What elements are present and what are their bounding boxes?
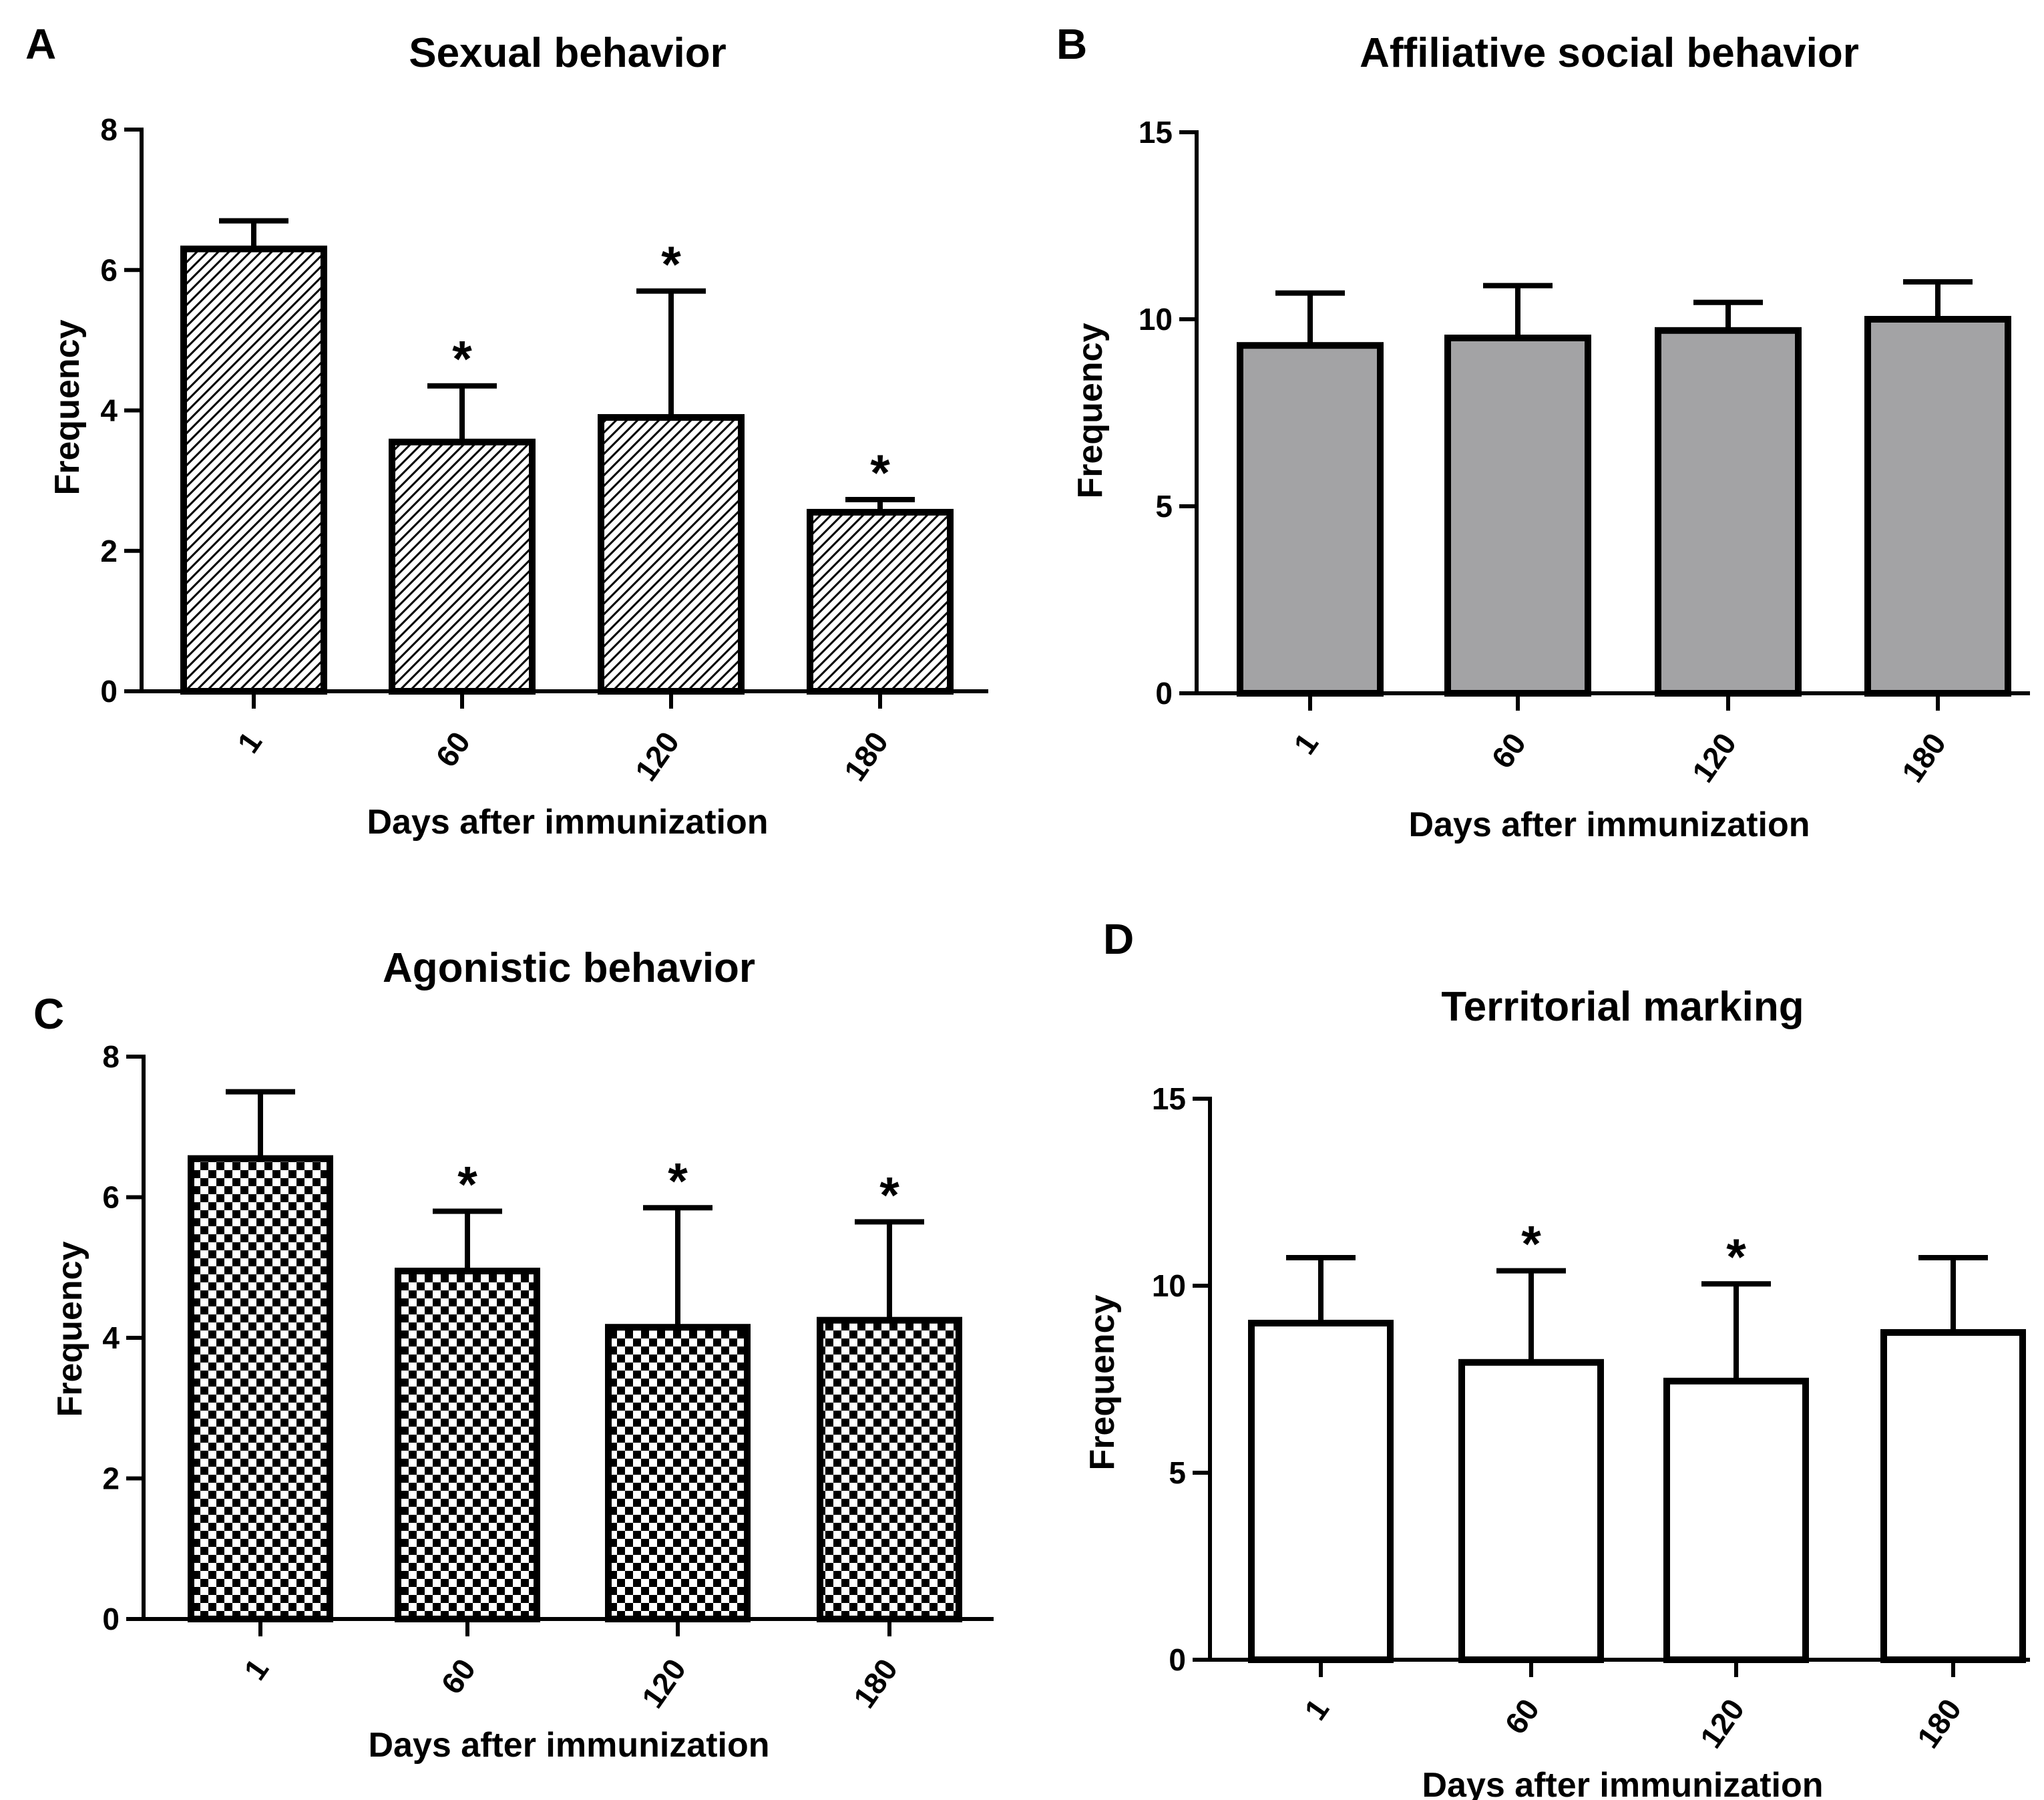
x-axis-label: Days after immunization (367, 803, 768, 842)
x-tick-label: 180 (1895, 727, 1953, 789)
y-axis-label: Frequency (1071, 323, 1110, 498)
y-tick-label: 0 (1169, 1642, 1186, 1677)
bar (1444, 335, 1591, 697)
bar (395, 1268, 540, 1622)
bar (1663, 1377, 1809, 1664)
significance-marker: * (457, 1157, 477, 1214)
plot-area: 0 5 10 15 1 60 120 180 (1139, 115, 2030, 789)
chart-title: Affiliative social behavior (1360, 30, 1859, 76)
y-tick-label: 5 (1155, 489, 1173, 524)
x-tick-label: 180 (837, 725, 895, 787)
significance-marker: * (661, 236, 681, 293)
plot-area: 0 2 4 6 8 1 60 * 120 * 180 * (100, 112, 988, 787)
y-tick-label: 8 (102, 1039, 120, 1074)
x-tick-label: 180 (847, 1652, 905, 1715)
significance-marker: * (1521, 1216, 1541, 1273)
panel-c: C Agonistic behavior 0 2 4 6 8 1 60 * 120 * 180 * F… (33, 945, 994, 1765)
significance-marker: * (879, 1167, 899, 1224)
x-axis-label: Days after immunization (368, 1726, 769, 1765)
chart-title: Territorial marking (1441, 984, 1804, 1030)
x-tick-label: 1 (230, 725, 268, 759)
bar (807, 508, 954, 695)
y-tick-label: 8 (100, 112, 118, 147)
x-tick-label: 120 (628, 725, 686, 787)
x-axis-label: Days after immunization (1422, 1766, 1823, 1800)
y-tick-label: 6 (100, 252, 118, 287)
y-tick-label: 0 (1155, 676, 1173, 711)
x-tick-label: 1 (1287, 727, 1325, 761)
x-tick-label: 60 (1484, 727, 1532, 775)
panel-a: A Sexual behavior 0 2 4 6 8 1 60 * 120 * 180 * Freq… (25, 20, 988, 842)
y-tick-label: 15 (1139, 115, 1173, 150)
x-axis-label: Days after immunization (1408, 805, 1810, 844)
x-tick-label: 120 (1685, 727, 1744, 789)
y-tick-label: 2 (100, 534, 118, 568)
x-tick-label: 120 (635, 1652, 693, 1715)
bar (1458, 1359, 1604, 1664)
panel-letter: C (33, 990, 64, 1038)
panel-letter: D (1103, 915, 1134, 963)
significance-marker: * (870, 445, 890, 502)
y-tick-label: 6 (102, 1180, 120, 1215)
bar (180, 245, 327, 695)
bar (1880, 1329, 2026, 1663)
plot-area: 0 5 10 15 1 60 * 120 * 180 (1152, 1081, 2030, 1755)
bar (389, 438, 536, 695)
significance-marker: * (668, 1153, 688, 1210)
x-tick-label: 120 (1693, 1692, 1752, 1755)
panel-letter: B (1056, 20, 1087, 68)
x-tick-label: 1 (237, 1652, 275, 1686)
panel-letter: A (25, 20, 56, 68)
bar (1248, 1320, 1394, 1663)
y-tick-label: 4 (102, 1320, 120, 1355)
y-axis-label: Frequency (51, 1241, 89, 1417)
y-tick-label: 2 (102, 1461, 120, 1496)
x-tick-label: 60 (429, 725, 477, 773)
y-tick-label: 0 (100, 674, 118, 709)
y-tick-label: 10 (1139, 302, 1173, 337)
bar (188, 1155, 333, 1623)
bar (817, 1316, 962, 1622)
bar (598, 414, 745, 695)
y-axis-label: Frequency (48, 319, 87, 495)
significance-marker: * (1726, 1229, 1746, 1286)
x-tick-label: 60 (434, 1652, 482, 1700)
bar (1237, 342, 1384, 697)
significance-marker: * (452, 331, 472, 388)
x-tick-label: 60 (1498, 1692, 1546, 1741)
y-tick-label: 10 (1152, 1268, 1186, 1303)
bar (1864, 316, 2011, 697)
y-tick-label: 15 (1152, 1081, 1186, 1116)
panel-b: B Affiliative social behavior 0 5 10 15 1 60 1… (1056, 20, 2030, 844)
chart-title: Sexual behavior (409, 30, 727, 76)
x-tick-label: 180 (1910, 1692, 1969, 1755)
y-tick-label: 0 (102, 1602, 120, 1636)
y-tick-label: 5 (1169, 1455, 1186, 1490)
bar (605, 1324, 751, 1623)
y-tick-label: 4 (100, 393, 118, 428)
y-axis-label: Frequency (1083, 1294, 1122, 1470)
plot-area: 0 2 4 6 8 1 60 * 120 * 180 * (102, 1039, 994, 1715)
bar (1655, 327, 1802, 697)
x-tick-label: 1 (1297, 1692, 1336, 1727)
chart-title: Agonistic behavior (383, 945, 755, 991)
